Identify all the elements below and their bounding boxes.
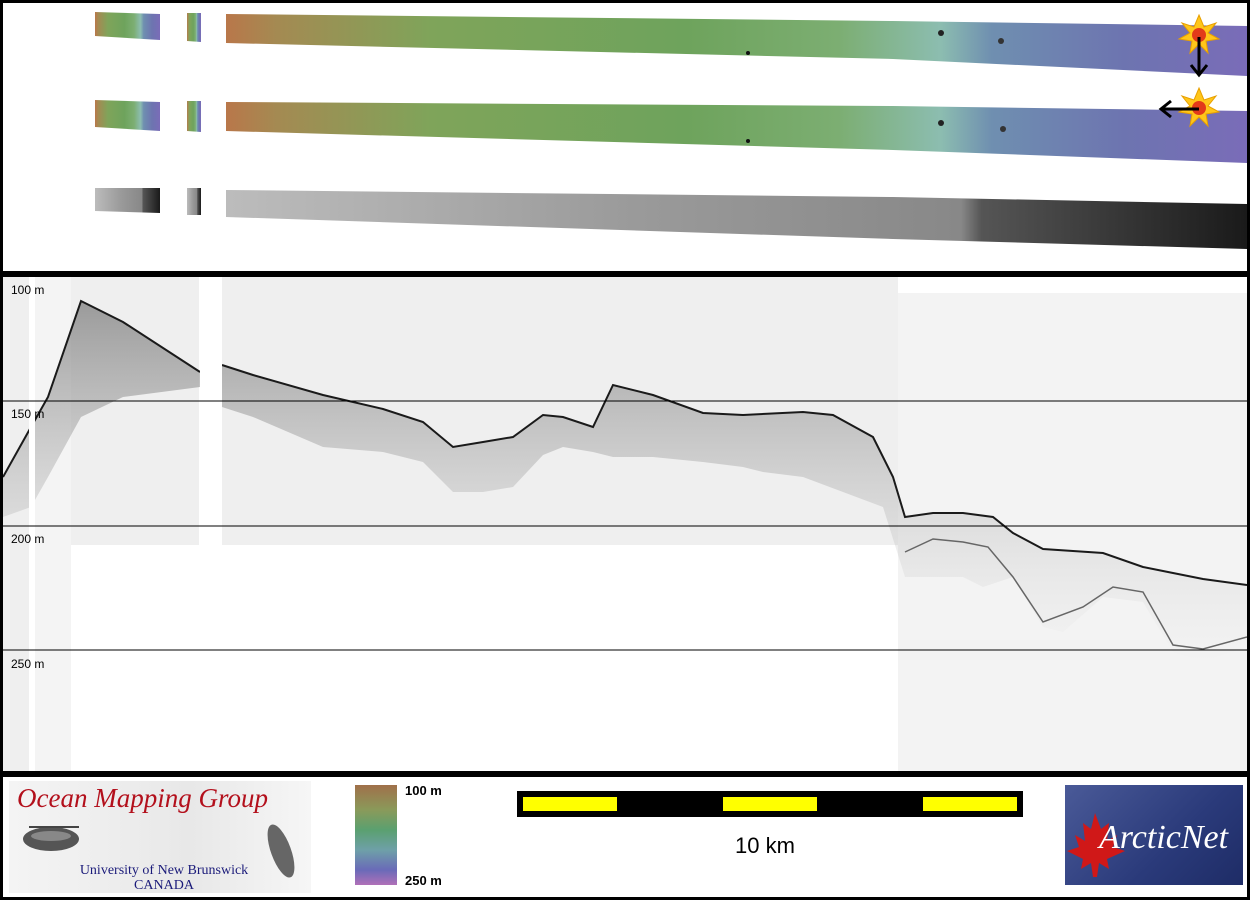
omg-logo: Ocean Mapping Group University of New Br… — [9, 781, 311, 893]
omg-country: CANADA — [134, 878, 194, 893]
scale-bar — [517, 791, 1023, 817]
colorbar-top-label: 100 m — [405, 783, 442, 798]
footer-panel: Ocean Mapping Group University of New Br… — [3, 777, 1247, 897]
bathymetry-strip-1 — [95, 12, 1247, 76]
colorbar-bottom-label: 250 m — [405, 873, 442, 888]
seismic-profile — [3, 277, 1247, 771]
arcticnet-logo: ArcticNet — [1065, 785, 1243, 885]
depth-label-150: 150 m — [11, 407, 45, 421]
depth-label-100: 100 m — [11, 283, 45, 297]
sub-bottom-reflector — [904, 538, 1247, 650]
scale-label: 10 km — [735, 833, 795, 858]
depth-label-250: 250 m — [11, 657, 45, 671]
scale-segment — [923, 797, 1017, 811]
sonar-fish-icon — [23, 824, 295, 878]
omg-title: Ocean Mapping Group — [17, 783, 268, 813]
sub-bottom-shadow — [3, 301, 1247, 662]
swath-strips — [95, 12, 1247, 249]
profile-panel: 100 m 150 m 200 m 250 m — [3, 277, 1247, 771]
swath-panel — [3, 3, 1247, 271]
arcticnet-text: ArcticNet — [1099, 819, 1229, 856]
scale-segment — [523, 797, 617, 811]
omg-university: University of New Brunswick — [79, 863, 249, 878]
scale-segment — [723, 797, 817, 811]
depth-label-200: 200 m — [11, 532, 45, 546]
seabed-reflector — [3, 299, 1247, 586]
bathymetry-strip-2 — [95, 100, 1247, 163]
maple-leaf-icon — [1067, 813, 1125, 877]
depth-colorbar — [355, 785, 397, 885]
left-arrow-icon — [1158, 99, 1199, 119]
backscatter-strip — [95, 188, 1247, 249]
down-arrow-icon — [1189, 37, 1209, 78]
